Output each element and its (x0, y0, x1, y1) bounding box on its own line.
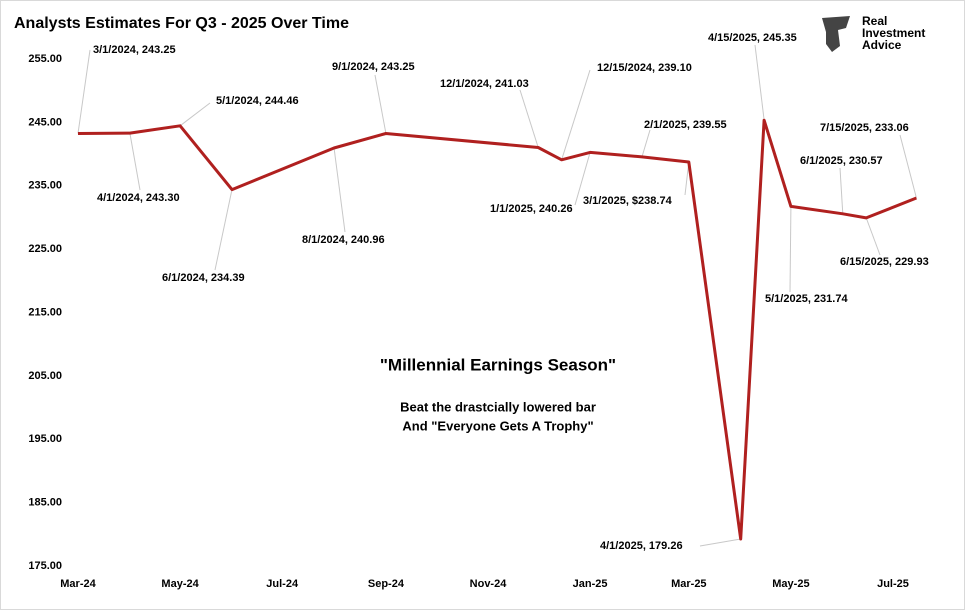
data-label: 5/1/2024, 244.46 (216, 95, 299, 107)
x-tick-label: May-25 (772, 578, 809, 590)
leader-line (561, 69, 591, 160)
y-tick-label: 215.00 (28, 306, 62, 318)
y-tick-label: 195.00 (28, 433, 62, 445)
data-label: 6/15/2025, 229.93 (840, 256, 929, 268)
data-label: 8/1/2024, 240.96 (302, 234, 385, 246)
y-tick-label: 245.00 (28, 116, 62, 128)
leader-line (519, 89, 539, 148)
leader-line (641, 129, 651, 158)
data-label: 9/1/2024, 243.25 (332, 61, 415, 73)
leader-line (754, 44, 765, 121)
data-label: 4/1/2025, 179.26 (600, 540, 683, 552)
leader-line (333, 147, 346, 233)
annotation: Beat the drastcially lowered bar (400, 399, 596, 414)
y-tick-label: 235.00 (28, 180, 62, 192)
x-tick-label: Mar-24 (60, 578, 96, 590)
chart-title: Analysts Estimates For Q3 - 2025 Over Ti… (14, 15, 349, 32)
logo: Real Investment Advice (822, 14, 925, 52)
data-label: 5/1/2025, 231.74 (765, 293, 848, 305)
data-label: 7/15/2025, 233.06 (820, 122, 909, 134)
data-label: 2/1/2025, 239.55 (644, 119, 727, 131)
x-tick-label: Mar-25 (671, 578, 706, 590)
data-label: 12/15/2024, 239.10 (597, 62, 692, 74)
logo-text: Real (862, 14, 887, 28)
y-tick-label: 175.00 (28, 560, 62, 572)
data-label: 6/1/2024, 234.39 (162, 272, 245, 284)
logo-text: Investment (862, 26, 925, 40)
data-label: 3/1/2024, 243.25 (93, 44, 176, 56)
logo-icon (822, 16, 850, 52)
x-tick-label: Nov-24 (470, 578, 508, 590)
x-tick-label: Jul-24 (266, 578, 299, 590)
leader-line (129, 133, 141, 191)
leader-line (374, 74, 387, 134)
leader-line (574, 152, 591, 206)
data-label: 1/1/2025, 240.26 (490, 203, 573, 215)
y-tick-label: 225.00 (28, 243, 62, 255)
x-tick-label: Sep-24 (368, 578, 405, 590)
x-tick-label: Jan-25 (573, 578, 608, 590)
data-line (77, 118, 917, 541)
y-tick-label: 185.00 (28, 497, 62, 509)
leader-line (214, 189, 233, 271)
annotation: And "Everyone Gets A Trophy" (402, 418, 593, 433)
leader-line (699, 538, 741, 547)
data-label: 6/1/2025, 230.57 (800, 155, 883, 167)
leader-line (789, 206, 792, 293)
x-tick-label: Jul-25 (877, 578, 909, 590)
data-label: 4/1/2024, 243.30 (97, 192, 180, 204)
leader-line (77, 49, 91, 134)
logo-text: Advice (862, 38, 902, 52)
leader-line (899, 134, 917, 199)
x-tick-label: May-24 (161, 578, 199, 590)
data-label: 3/1/2025, $238.74 (583, 195, 673, 207)
annotation-heading: "Millennial Earnings Season" (380, 355, 616, 374)
data-label: 12/1/2024, 241.03 (440, 78, 529, 90)
leader-line (179, 102, 211, 127)
data-label: 4/15/2025, 245.35 (708, 32, 797, 44)
leader-line (865, 217, 881, 256)
y-tick-label: 205.00 (28, 370, 62, 382)
y-tick-label: 255.00 (28, 53, 62, 65)
leader-line (839, 167, 844, 214)
